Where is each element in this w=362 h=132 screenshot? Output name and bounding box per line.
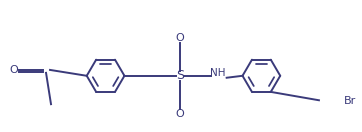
Text: O: O (176, 33, 184, 43)
Text: Br: Br (344, 96, 356, 106)
Text: O: O (9, 65, 18, 75)
Text: O: O (176, 109, 184, 119)
Text: NH: NH (210, 68, 226, 78)
Text: S: S (176, 69, 184, 82)
